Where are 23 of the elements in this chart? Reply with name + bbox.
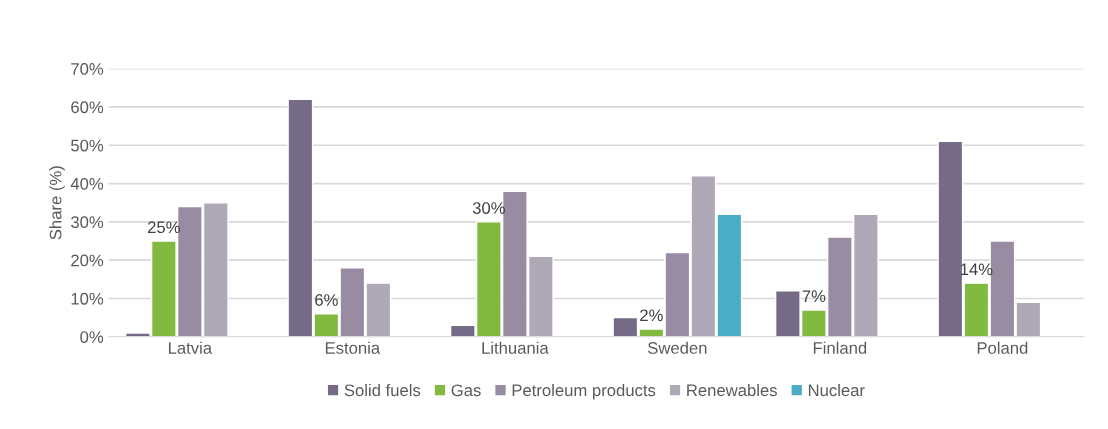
- legend-label: Nuclear: [808, 383, 865, 397]
- y-tick-label: 30%: [71, 216, 104, 229]
- x-tick-label: Estonia: [325, 341, 381, 354]
- y-tick-label: 0%: [80, 331, 104, 343]
- y-tick-label: 60%: [71, 101, 104, 114]
- y-tick-label: 40%: [70, 177, 104, 190]
- x-tick-label: Finland: [813, 341, 867, 354]
- y-tick-label: 10%: [71, 292, 104, 305]
- x-tick-label: Lithuania: [482, 341, 549, 354]
- x-tick-label: Latvia: [168, 341, 213, 354]
- legend-label: Gas: [451, 384, 481, 397]
- legend-label: Renewables: [687, 383, 777, 397]
- y-tick-label: 20%: [71, 254, 104, 267]
- data-label: 6%: [315, 294, 338, 306]
- y-axis-title: Share (%): [49, 166, 65, 240]
- legend-label: Petroleum products: [512, 383, 656, 400]
- x-tick-label: Sweden: [648, 341, 707, 354]
- data-label: 2%: [640, 309, 663, 322]
- y-tick-label: 70%: [71, 63, 104, 75]
- data-label: 7%: [802, 290, 826, 302]
- x-tick-label: Poland: [977, 341, 1028, 354]
- y-tick-label: 50%: [71, 139, 104, 152]
- legend-label: Solid fuels: [344, 383, 421, 397]
